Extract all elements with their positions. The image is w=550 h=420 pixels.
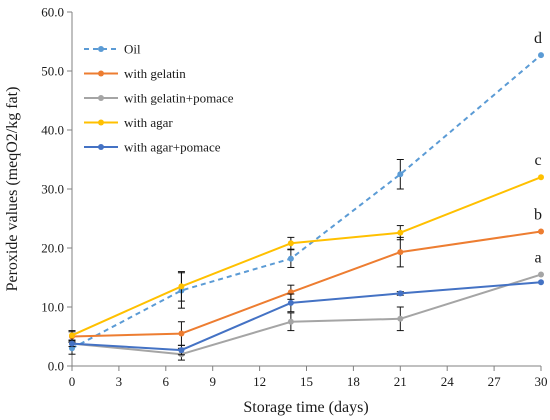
x-tick-label: 24 [441, 374, 455, 389]
data-point [178, 283, 185, 290]
x-tick-label: 21 [394, 374, 407, 389]
x-ticks: 0 3 6 9 12 15 18 21 24 27 30 [69, 366, 548, 389]
x-tick-label: 9 [209, 374, 216, 389]
legend-swatch-marker [98, 70, 104, 77]
y-ticks: 0.0 10.0 20.0 30.0 40.0 50.0 60.0 [41, 5, 72, 374]
legend-label: with gelatin [124, 66, 186, 81]
data-point [178, 347, 185, 354]
x-tick-label: 3 [116, 374, 123, 389]
legend-swatch-marker [98, 46, 104, 52]
series-with-agar-pomace [68, 279, 544, 356]
data-point [397, 171, 404, 178]
legend-swatch-marker [98, 119, 104, 126]
y-tick-label: 60.0 [41, 5, 64, 20]
legend-swatch-marker [98, 95, 104, 101]
x-tick-label: 27 [488, 374, 502, 389]
x-tick-label: 18 [347, 374, 360, 389]
significance-letter: b [534, 206, 542, 223]
legend-label: with gelatin+pomace [124, 91, 234, 106]
data-point [397, 249, 404, 256]
y-tick-label: 0.0 [48, 359, 64, 374]
significance-letter: c [534, 152, 541, 169]
data-point [397, 315, 404, 322]
x-tick-label: 30 [535, 374, 548, 389]
x-axis-label: Storage time (days) [243, 399, 368, 416]
data-point [287, 299, 294, 306]
legend-label: with agar+pomace [124, 140, 221, 155]
data-point [538, 279, 544, 286]
legend-item: Oil [84, 42, 141, 57]
data-point [287, 318, 294, 325]
legend-swatch-marker [98, 144, 104, 150]
series-layer [68, 52, 544, 361]
data-point [287, 255, 294, 262]
data-point [538, 228, 544, 235]
x-tick-label: 12 [253, 374, 266, 389]
y-tick-label: 40.0 [41, 123, 64, 138]
legend-item: with gelatin [84, 66, 186, 81]
series-with-agar [68, 174, 544, 341]
y-tick-label: 10.0 [41, 300, 64, 315]
data-point [397, 229, 404, 236]
legend-item: with gelatin+pomace [84, 91, 234, 106]
y-axis-label: Peroxide values (meqO2/kg fat) [4, 87, 21, 292]
data-point [178, 330, 185, 337]
y-tick-label: 20.0 [41, 241, 64, 256]
y-tick-label: 30.0 [41, 182, 64, 197]
data-point [69, 340, 75, 347]
data-point [69, 332, 75, 339]
y-tick-label: 50.0 [41, 64, 64, 79]
data-point [538, 271, 544, 278]
significance-letter: d [534, 30, 542, 47]
legend-item: with agar+pomace [84, 140, 221, 155]
data-point [538, 174, 544, 181]
x-tick-label: 15 [300, 374, 313, 389]
legend-label: Oil [124, 42, 141, 57]
data-point [397, 290, 404, 297]
legend: Oil with gelatin with gelatin+pomace with a… [84, 42, 234, 155]
x-tick-label: 0 [69, 374, 76, 389]
significance-letter: a [534, 250, 541, 267]
legend-label: with agar [124, 115, 173, 130]
series-line [71, 281, 542, 352]
series-line [71, 176, 542, 337]
annotations: d c b a [534, 30, 542, 266]
data-point [287, 240, 294, 247]
legend-item: with agar [84, 115, 173, 130]
x-tick-label: 6 [163, 374, 170, 389]
data-point [538, 52, 544, 59]
